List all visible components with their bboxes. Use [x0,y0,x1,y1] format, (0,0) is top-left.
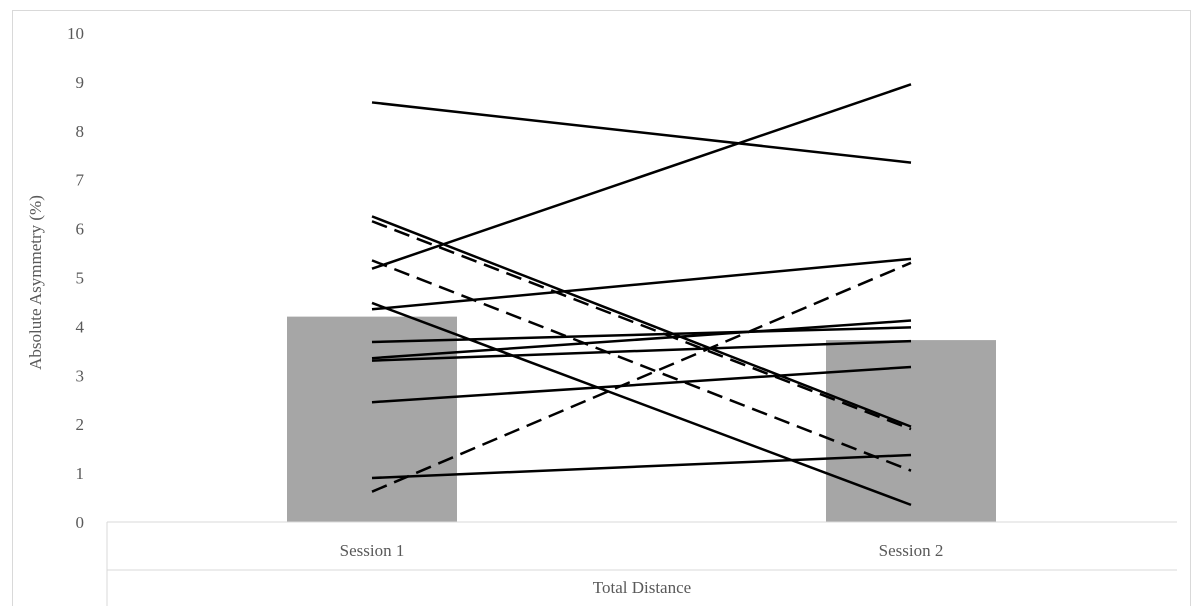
y-tick-label: 9 [76,73,85,92]
y-axis-title: Absolute Asymmetry (%) [26,195,45,370]
y-tick-label: 0 [76,513,85,532]
y-tick-label: 10 [67,24,84,43]
y-tick-label: 5 [76,269,85,288]
participant-line [371,259,912,472]
participant-line [371,215,912,428]
participant-line [371,319,912,360]
participant-line [371,261,912,493]
x-tick-label: Session 1 [340,541,405,560]
participant-line [371,339,912,362]
participant-line [371,257,912,311]
chart-frame [12,10,1191,606]
y-tick-label: 8 [76,122,85,141]
y-tick-label: 2 [76,415,85,434]
y-tick-label: 1 [76,464,85,483]
participant-line [371,101,912,164]
y-tick-label: 6 [76,220,85,239]
bar-session-1 [287,316,457,522]
individual-lines [371,83,912,507]
y-tick-label: 7 [76,171,85,190]
y-tick-label: 4 [76,317,85,336]
x-axis-title: Total Distance [593,578,691,597]
x-tick-label: Session 2 [879,541,944,560]
participant-line [371,365,912,404]
participant-line [371,220,912,431]
x-axis: Session 1 Session 2 [106,521,1177,606]
participant-line [371,301,912,507]
participant-line [371,453,912,480]
participant-line [371,326,912,344]
participant-line [371,83,912,270]
y-tick-label: 3 [76,366,85,385]
y-axis-ticks: 0 1 2 3 4 5 6 7 8 9 10 [67,24,85,532]
